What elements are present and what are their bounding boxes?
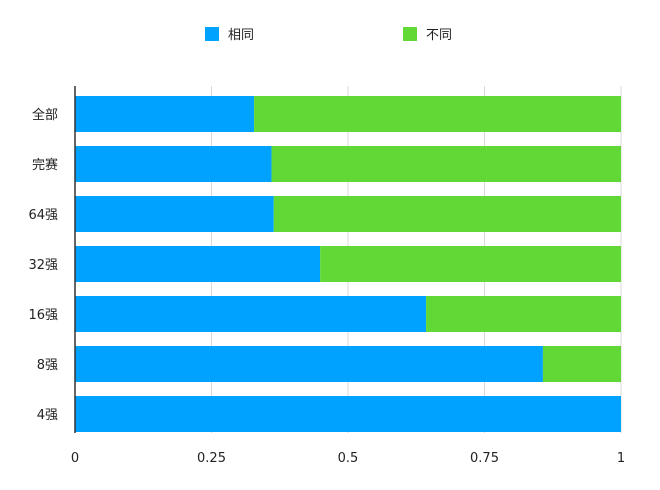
- y-tick-label: 完赛: [32, 157, 58, 173]
- y-tick-label: 全部: [32, 107, 58, 123]
- legend-swatch: [205, 27, 219, 41]
- bar-不同: [426, 296, 621, 332]
- x-tick-label: 0: [71, 451, 79, 466]
- bar-相同: [75, 296, 427, 332]
- y-tick-label: 32强: [28, 258, 58, 273]
- bar-不同: [542, 346, 621, 382]
- bar-相同: [75, 396, 621, 432]
- y-tick-label: 64强: [28, 208, 58, 223]
- y-tick-label: 16强: [28, 308, 58, 323]
- x-tick-label: 0.75: [470, 451, 499, 466]
- bar-相同: [75, 146, 272, 182]
- bar-相同: [75, 246, 321, 282]
- bar-相同: [75, 96, 255, 132]
- bar-不同: [273, 196, 621, 232]
- bar-相同: [75, 196, 274, 232]
- y-tick-label: 4强: [37, 408, 58, 423]
- bar-不同: [271, 146, 621, 182]
- x-tick-label: 0.5: [338, 451, 359, 466]
- bar-不同: [254, 96, 621, 132]
- bar-相同: [75, 346, 543, 382]
- x-tick-label: 1: [617, 451, 625, 466]
- x-tick-label: 0.25: [197, 451, 226, 466]
- legend-swatch: [403, 27, 417, 41]
- y-tick-label: 8强: [37, 358, 58, 373]
- legend-label: 不同: [426, 28, 452, 43]
- legend-label: 相同: [228, 28, 254, 43]
- bar-不同: [320, 246, 621, 282]
